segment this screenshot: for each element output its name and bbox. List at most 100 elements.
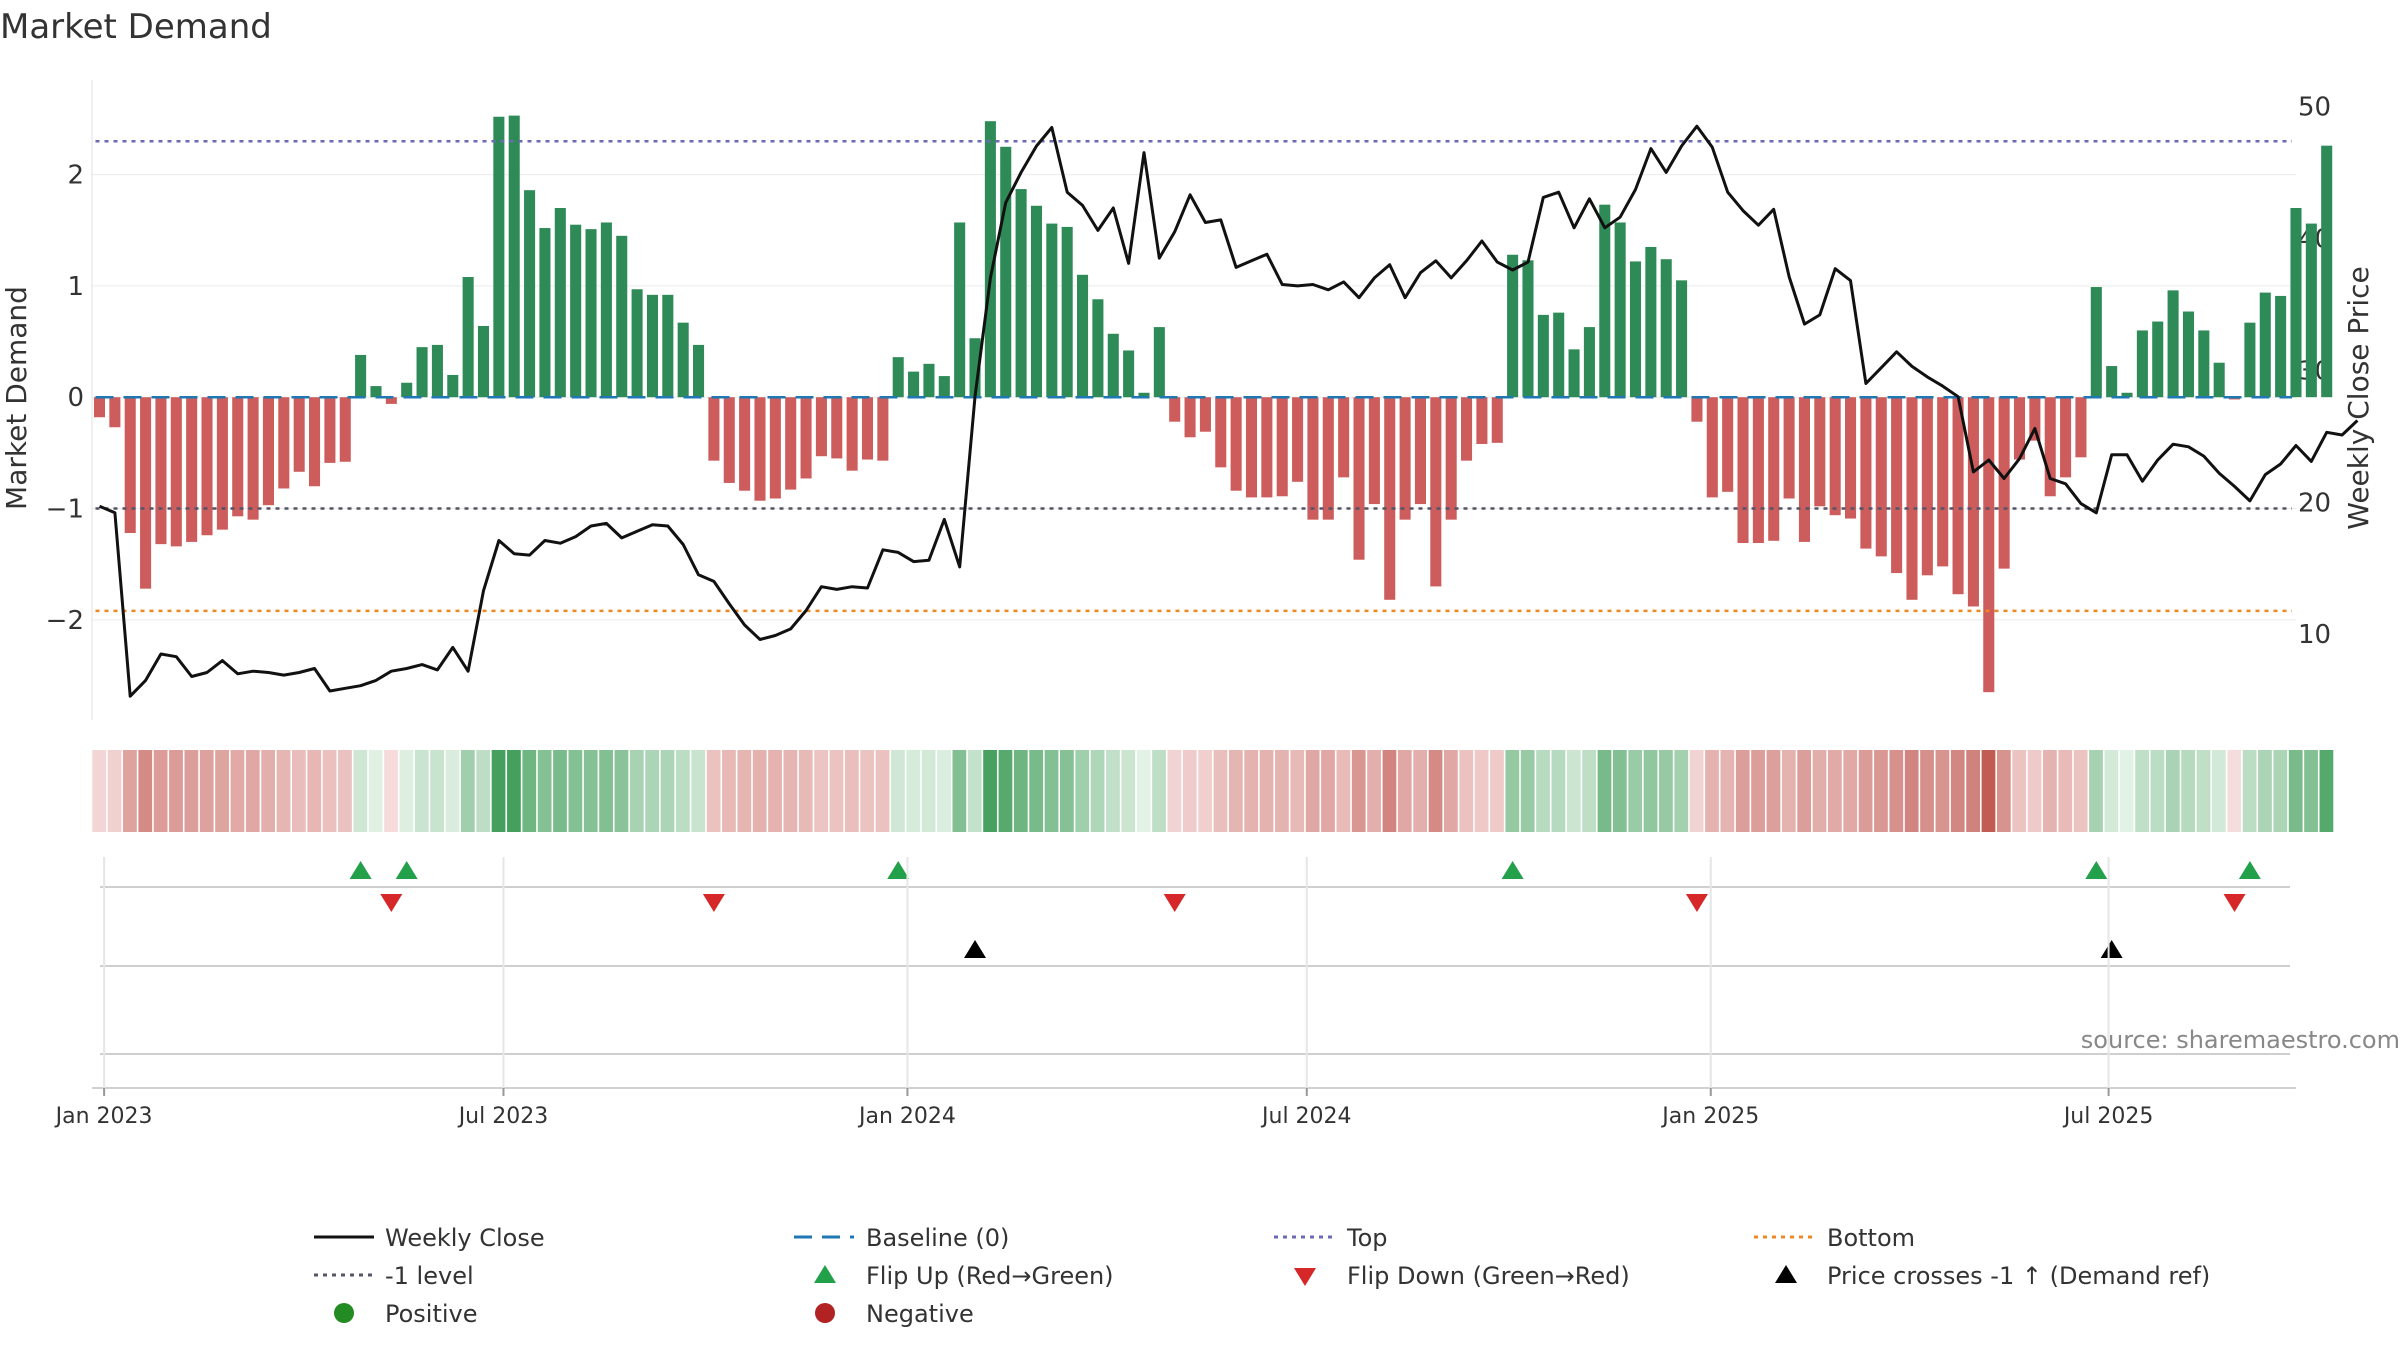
heat-cell: [1797, 750, 1812, 832]
demand-bar: [1983, 397, 1995, 693]
heat-cell: [952, 750, 967, 832]
heat-cell: [553, 750, 567, 832]
heat-cell: [2196, 750, 2211, 832]
left-tick-label: 1: [67, 272, 84, 302]
demand-bar: [2321, 145, 2333, 398]
heat-cell: [1858, 750, 1873, 832]
demand-bar: [1998, 397, 2010, 569]
heat-cell: [1904, 750, 1919, 832]
demand-bar: [1276, 397, 1288, 497]
heat-cell: [1735, 750, 1750, 832]
demand-bar: [646, 294, 658, 398]
heat-cell: [983, 750, 997, 832]
demand-bar: [631, 289, 643, 398]
demand-bar: [2013, 397, 2026, 460]
heat-cell: [384, 750, 398, 832]
heat-cell: [2104, 750, 2119, 832]
demand-bar: [2305, 223, 2317, 398]
legend: Weekly Close Baseline (0) Top Bottom -1 …: [314, 1224, 2210, 1328]
heat-cell: [476, 750, 491, 832]
legend-bottom: Bottom: [1754, 1224, 1915, 1252]
demand-bar: [1553, 312, 1565, 398]
heat-cell: [568, 750, 583, 832]
heat-cell: [2058, 750, 2073, 832]
demand-bar: [201, 397, 213, 536]
demand-bar: [938, 376, 950, 398]
demand-bar: [1660, 259, 1672, 398]
demand-bar: [2090, 287, 2102, 398]
weekly-close-series: [98, 124, 2359, 698]
demand-bar: [969, 338, 981, 398]
demand-bar: [831, 397, 843, 459]
heat-cell: [2319, 750, 2334, 832]
demand-bar: [1537, 314, 1549, 398]
heat-cell: [629, 750, 644, 832]
demand-bar: [109, 397, 121, 428]
demand-bar: [2182, 311, 2194, 398]
heat-cell: [768, 750, 782, 832]
y-axis-right-label: Weekly Close Price: [2342, 266, 2375, 529]
demand-bar: [1322, 397, 1334, 520]
flip-up-marker: [2085, 861, 2108, 879]
heat-cell: [783, 750, 798, 832]
heat-cell: [706, 750, 721, 832]
heat-cell: [322, 750, 337, 832]
demand-bar: [1338, 397, 1350, 478]
legend-weekly-close: Weekly Close: [314, 1224, 545, 1252]
heat-cell: [169, 750, 183, 832]
demand-bar: [524, 190, 536, 398]
heat-cell: [460, 750, 475, 832]
demand-bar: [693, 344, 705, 398]
heat-cell: [1751, 750, 1765, 832]
heat-cell: [1152, 750, 1166, 832]
heat-cell: [2258, 750, 2272, 832]
heat-cell: [1244, 750, 1259, 832]
heat-cell: [153, 750, 168, 832]
legend-flip-up-label: Flip Up (Red→Green): [866, 1262, 1114, 1290]
heat-cell: [245, 750, 260, 832]
demand-bar: [708, 397, 720, 461]
demand-bar: [1292, 397, 1304, 482]
heat-cell: [1321, 750, 1335, 832]
left-tick-label: 0: [67, 383, 84, 413]
demand-bar: [2060, 397, 2072, 478]
heat-cell: [1659, 750, 1673, 832]
legend-top: Top: [1274, 1224, 1388, 1252]
heat-cell: [1966, 750, 1980, 832]
flip-down-icon: [1294, 1268, 1316, 1286]
price-cross-marker: [964, 940, 987, 958]
heat-cell: [1643, 750, 1658, 832]
heat-cell: [184, 750, 199, 832]
heat-cell: [1198, 750, 1212, 832]
heat-cell: [906, 750, 921, 832]
heat-cell: [138, 750, 153, 832]
demand-bar: [1891, 397, 1903, 574]
heat-cell: [1843, 750, 1858, 832]
heat-cell: [891, 750, 905, 832]
demand-bar: [677, 322, 689, 398]
demand-bar: [1138, 392, 1150, 398]
demand-bar: [554, 208, 566, 398]
heat-cell: [2212, 750, 2226, 832]
heat-cell: [937, 750, 951, 832]
flip-up-marker: [349, 861, 372, 879]
demand-bar: [1491, 397, 1503, 443]
demand-bar: [477, 325, 490, 398]
flip-up-marker: [2238, 861, 2261, 879]
weekly-close-line: [98, 124, 2359, 698]
demand-bar: [1829, 397, 1841, 516]
demand-bar: [815, 397, 827, 457]
heat-cell: [1213, 750, 1228, 832]
demand-bar: [370, 386, 382, 398]
demand-bar: [1691, 397, 1703, 422]
legend-positive: Positive: [334, 1300, 478, 1328]
heat-cell: [737, 750, 752, 832]
legend-top-label: Top: [1346, 1224, 1388, 1252]
demand-bar: [355, 354, 367, 398]
demand-bar: [1245, 397, 1258, 498]
heat-cell: [2073, 750, 2088, 832]
demand-bar: [401, 382, 413, 398]
x-tick-label: Jul 2023: [457, 1104, 549, 1129]
heat-cell: [215, 750, 229, 832]
heat-cell: [2012, 750, 2027, 832]
